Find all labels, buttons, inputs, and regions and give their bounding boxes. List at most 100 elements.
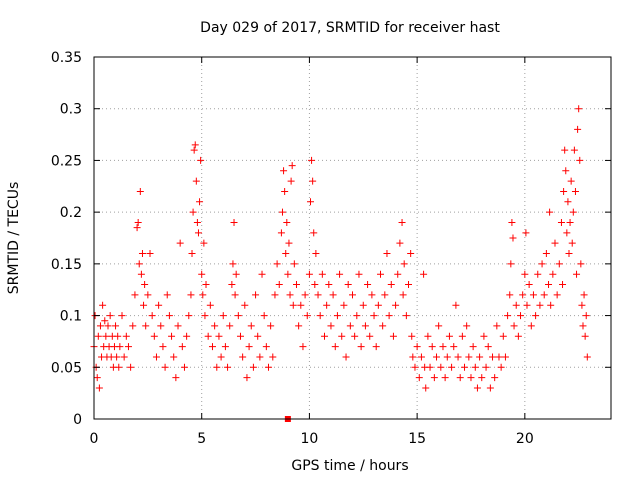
data-point — [465, 353, 473, 361]
data-point — [428, 343, 436, 351]
data-point — [433, 353, 441, 361]
data-point — [129, 322, 137, 330]
data-point — [439, 343, 447, 351]
data-point — [161, 363, 169, 371]
data-point — [112, 322, 120, 330]
data-point — [280, 167, 288, 175]
data-point — [295, 322, 303, 330]
y-tick-label: 0.15 — [51, 257, 82, 273]
data-point — [211, 322, 219, 330]
data-point — [519, 291, 527, 299]
data-point — [303, 312, 311, 320]
data-point — [287, 177, 295, 185]
y-tick-label: 0.05 — [51, 360, 82, 376]
data-point — [583, 353, 591, 361]
data-point — [183, 332, 191, 340]
data-point — [284, 270, 292, 278]
data-point — [219, 312, 227, 320]
x-tick-label: 0 — [90, 431, 99, 447]
data-point — [456, 374, 464, 382]
data-point — [504, 312, 512, 320]
data-point — [545, 281, 553, 289]
data-point — [482, 363, 490, 371]
data-point — [285, 239, 293, 247]
data-point — [178, 343, 186, 351]
data-point — [461, 363, 469, 371]
data-point — [435, 322, 443, 330]
data-point — [383, 250, 391, 258]
data-point — [96, 322, 104, 330]
data-point — [192, 177, 200, 185]
data-point — [377, 270, 385, 278]
chart-title: Day 029 of 2017, SRMTID for receiver has… — [200, 20, 500, 36]
data-point — [568, 239, 576, 247]
data-point — [563, 229, 571, 237]
data-point — [316, 312, 324, 320]
data-point — [142, 322, 150, 330]
data-point — [471, 363, 479, 371]
data-point — [176, 239, 184, 247]
data-point — [290, 260, 298, 268]
data-point — [189, 208, 197, 216]
data-point — [196, 198, 204, 206]
data-point — [229, 260, 237, 268]
data-point — [215, 332, 223, 340]
data-point — [243, 374, 251, 382]
data-point — [571, 187, 579, 195]
data-points — [90, 105, 591, 422]
data-point — [521, 270, 529, 278]
data-point — [399, 291, 407, 299]
data-point — [532, 312, 540, 320]
data-point — [424, 332, 432, 340]
data-point — [392, 301, 400, 309]
data-point — [331, 343, 339, 351]
data-point — [538, 260, 546, 268]
data-point — [200, 239, 208, 247]
data-point — [194, 229, 202, 237]
data-point — [305, 270, 313, 278]
data-point — [353, 312, 361, 320]
data-point — [308, 156, 316, 164]
data-point — [420, 270, 428, 278]
data-point — [411, 363, 419, 371]
data-point — [224, 363, 232, 371]
data-point — [437, 363, 445, 371]
data-point — [422, 384, 430, 392]
y-tick-label: 0 — [73, 412, 82, 428]
y-tick-label: 0.1 — [60, 309, 82, 325]
data-point — [445, 332, 453, 340]
x-axis-label: GPS time / hours — [291, 458, 408, 474]
data-point — [204, 332, 212, 340]
data-point — [469, 343, 477, 351]
data-point — [523, 301, 531, 309]
data-point — [565, 250, 573, 258]
data-point — [340, 301, 348, 309]
x-tick-label: 15 — [408, 431, 426, 447]
data-point — [450, 343, 458, 351]
data-point — [480, 332, 488, 340]
x-tick-label: 5 — [197, 431, 206, 447]
data-point — [221, 343, 229, 351]
data-point — [226, 322, 234, 330]
data-point — [576, 156, 584, 164]
data-point — [258, 270, 266, 278]
data-point — [124, 343, 132, 351]
data-point — [254, 332, 262, 340]
data-point — [320, 332, 328, 340]
data-point — [577, 260, 585, 268]
data-point — [172, 374, 180, 382]
data-point — [168, 332, 176, 340]
data-point — [159, 343, 167, 351]
data-point — [230, 218, 238, 226]
data-point — [239, 353, 247, 361]
data-point — [491, 374, 499, 382]
data-point — [344, 281, 352, 289]
data-point — [525, 281, 533, 289]
data-point — [273, 260, 281, 268]
data-point — [120, 353, 128, 361]
data-point — [476, 353, 484, 361]
data-point — [323, 301, 331, 309]
data-point — [381, 291, 389, 299]
data-point — [299, 343, 307, 351]
y-tick-label: 0.2 — [60, 205, 82, 221]
